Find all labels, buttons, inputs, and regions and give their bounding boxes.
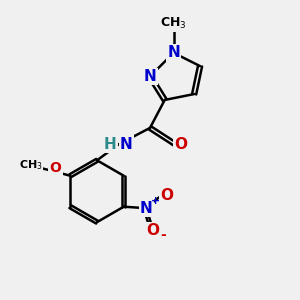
Text: -: - bbox=[160, 228, 166, 242]
Text: +: + bbox=[151, 196, 160, 206]
Text: N: N bbox=[167, 45, 180, 60]
Text: N: N bbox=[140, 201, 153, 216]
Text: CH$_3$: CH$_3$ bbox=[160, 16, 187, 31]
Text: O: O bbox=[174, 136, 187, 152]
Text: CH$_3$: CH$_3$ bbox=[19, 159, 42, 172]
Text: N: N bbox=[144, 69, 156, 84]
Text: H: H bbox=[104, 136, 117, 152]
Text: O: O bbox=[50, 161, 61, 176]
Text: N: N bbox=[120, 136, 133, 152]
Text: O: O bbox=[146, 223, 159, 238]
Text: O: O bbox=[160, 188, 173, 203]
